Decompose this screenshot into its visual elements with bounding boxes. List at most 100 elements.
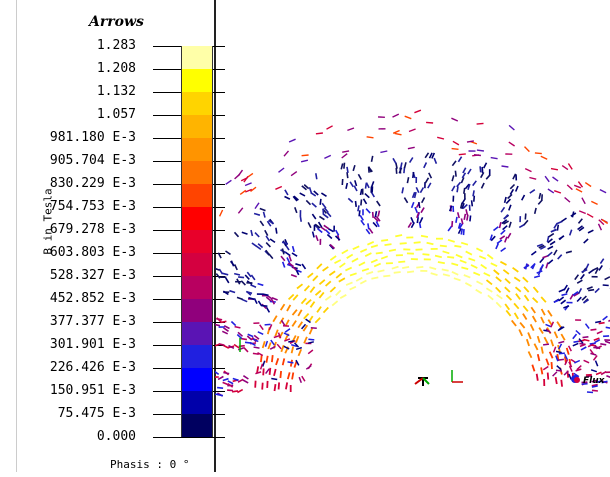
flux-arrow bbox=[451, 270, 459, 276]
flux-arrow bbox=[545, 328, 552, 334]
legend-tick bbox=[153, 437, 225, 438]
flux-arrow bbox=[394, 132, 402, 136]
flux-arrow bbox=[334, 259, 342, 264]
flux-arrow bbox=[532, 286, 539, 294]
flux-arrow bbox=[321, 202, 327, 209]
flux-arrow bbox=[302, 324, 309, 332]
flux-arrow bbox=[487, 294, 494, 301]
flux-arrow bbox=[547, 245, 554, 250]
flux-arrow bbox=[500, 206, 506, 213]
flux-arrow bbox=[295, 269, 300, 276]
flux-arrow bbox=[255, 371, 262, 375]
flux-arrow bbox=[283, 345, 290, 350]
flux-arrow bbox=[338, 262, 346, 269]
legend-color-swatch bbox=[181, 92, 213, 115]
flux-arrow bbox=[594, 360, 599, 367]
flux-arrow bbox=[326, 233, 333, 240]
flux-arrow bbox=[585, 374, 593, 378]
flux-arrow bbox=[579, 343, 586, 348]
flux-arrow bbox=[465, 250, 473, 256]
flux-arrow bbox=[456, 186, 459, 193]
flux-arrow bbox=[480, 172, 485, 179]
flux-arrow bbox=[325, 229, 331, 235]
flux-arrow bbox=[309, 301, 316, 308]
flux-arrow bbox=[241, 298, 248, 303]
flux-arrow bbox=[546, 372, 550, 380]
flux-arrow bbox=[290, 343, 298, 348]
flux-arrow bbox=[561, 217, 567, 223]
flux-arrow bbox=[574, 359, 581, 364]
flux-arrow bbox=[243, 347, 249, 353]
legend-panel: Arrows 1.283 1.208 1.132 1.057 981.180 E-3 90… bbox=[16, 0, 225, 472]
flux-arrow bbox=[556, 321, 562, 328]
flux-arrow bbox=[289, 339, 296, 345]
flux-arrow bbox=[604, 340, 610, 344]
flux-arrow bbox=[215, 393, 219, 396]
flux-arrow bbox=[393, 271, 401, 274]
flux-arrow bbox=[343, 162, 346, 169]
flux-arrow bbox=[371, 276, 379, 280]
flux-arrow bbox=[485, 174, 491, 180]
flux-arrow-plot bbox=[215, 109, 610, 397]
flux-arrow bbox=[414, 206, 419, 214]
flux-arrow bbox=[375, 251, 383, 255]
flux-arrow bbox=[502, 225, 508, 231]
flux-arrow bbox=[250, 284, 257, 288]
flux-arrow bbox=[251, 242, 258, 248]
flux-arrow bbox=[470, 264, 478, 269]
flux-arrow bbox=[527, 351, 533, 359]
legend-level-label: 1.208 bbox=[96, 61, 136, 76]
flux-arrow bbox=[458, 153, 466, 156]
flux-arrow bbox=[303, 184, 310, 190]
flux-arrow bbox=[460, 218, 464, 225]
flux-arrow bbox=[456, 212, 460, 219]
flux-arrow bbox=[581, 197, 586, 205]
flux-arrow bbox=[277, 382, 280, 390]
flux-arrow bbox=[217, 386, 224, 389]
flux-arrow bbox=[499, 235, 506, 240]
flux-arrow bbox=[568, 365, 573, 372]
flux-arrow bbox=[384, 243, 392, 246]
flux-arrow bbox=[536, 270, 543, 274]
flux-arrow bbox=[505, 309, 512, 317]
flux-arrow bbox=[286, 372, 291, 380]
flux-arrow bbox=[599, 188, 607, 194]
flux-arrow bbox=[451, 147, 459, 150]
flux-arrow bbox=[320, 226, 327, 232]
flux-arrow bbox=[253, 297, 258, 305]
flux-arrow bbox=[238, 276, 245, 279]
flux-arrow bbox=[473, 154, 481, 157]
flux-arrow bbox=[503, 214, 509, 220]
flux-arrow bbox=[428, 152, 433, 159]
flux-arrow bbox=[420, 197, 426, 204]
flux-arrow bbox=[246, 335, 253, 341]
flux-arrow bbox=[518, 329, 524, 337]
flux-arrow bbox=[584, 323, 590, 329]
flux-arrow bbox=[360, 219, 366, 226]
flux-arrow bbox=[513, 312, 519, 320]
flux-arrow bbox=[466, 140, 475, 143]
flux-arrow bbox=[244, 274, 250, 280]
flux-arrow bbox=[601, 218, 609, 225]
flux-arrow bbox=[377, 269, 385, 273]
flux-arrow bbox=[560, 299, 567, 305]
flux-arrow bbox=[460, 177, 465, 184]
flux-arrow bbox=[496, 239, 503, 245]
flux-arrow bbox=[422, 253, 430, 256]
flux-arrow bbox=[508, 141, 515, 147]
flux-arrow bbox=[538, 192, 542, 199]
flux-arrow bbox=[588, 288, 595, 292]
flux-arrow bbox=[295, 346, 303, 351]
flux-arrow bbox=[573, 372, 580, 378]
flux-arrow bbox=[413, 191, 417, 199]
flux-arrow bbox=[268, 367, 272, 375]
flux-arrow bbox=[267, 342, 272, 350]
flux-arrow bbox=[501, 165, 509, 168]
flux-arrow bbox=[245, 290, 252, 296]
flux-arrow bbox=[221, 330, 229, 335]
legend-color-swatch bbox=[181, 253, 213, 276]
flux-arrow bbox=[326, 211, 332, 218]
flux-arrow bbox=[558, 326, 565, 331]
flux-arrow bbox=[469, 215, 472, 222]
legend-level-label: 1.057 bbox=[96, 107, 136, 122]
